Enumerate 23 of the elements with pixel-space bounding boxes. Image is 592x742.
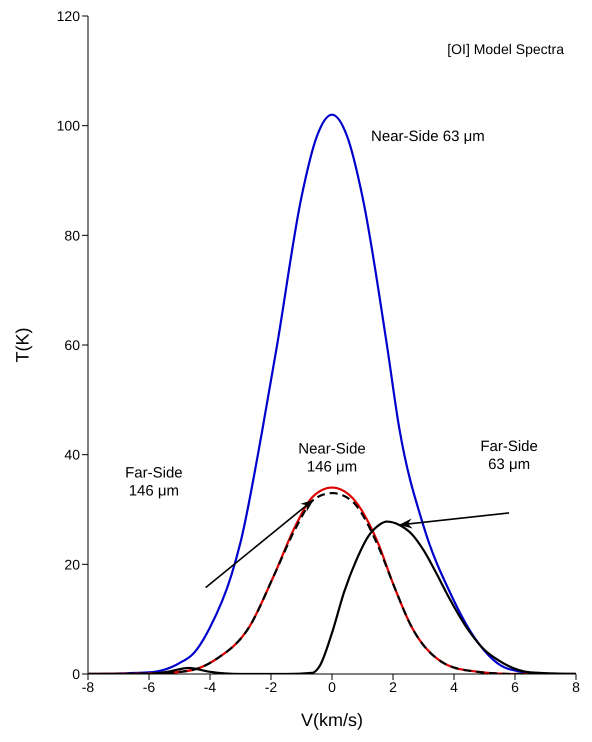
x-tick-label: -8 [82,678,94,695]
annotation: Near-Side 63 μm [371,128,485,146]
y-tick-label: 40 [64,446,80,463]
annotation: Near-Side 146 μm [298,440,366,476]
y-tick-label: 100 [56,118,80,134]
y-tick-label: 0 [72,666,80,682]
x-axis-title: V(km/s) [301,710,363,730]
x-tick-label: 8 [572,678,580,695]
x-tick-label: 2 [389,678,398,695]
y-tick-label: 120 [56,8,80,24]
y-tick-label: 80 [64,227,80,244]
text: [OI] Model Spectra [447,41,564,57]
y-tick-label: 60 [64,336,80,353]
annotation: Far-Side 146 μm [125,464,183,500]
x-tick-label: -6 [142,678,156,695]
x-tick-label: -4 [204,678,216,695]
annotation: Far-Side 63 μm [480,438,538,473]
x-tick-label: 6 [511,678,520,695]
x-tick-label: 4 [450,678,458,695]
x-tick-label: 0 [328,678,336,695]
y-tick-label: 20 [64,556,80,572]
y-axis-title: T(K) [12,328,32,362]
x-tick-label: -2 [264,678,278,695]
